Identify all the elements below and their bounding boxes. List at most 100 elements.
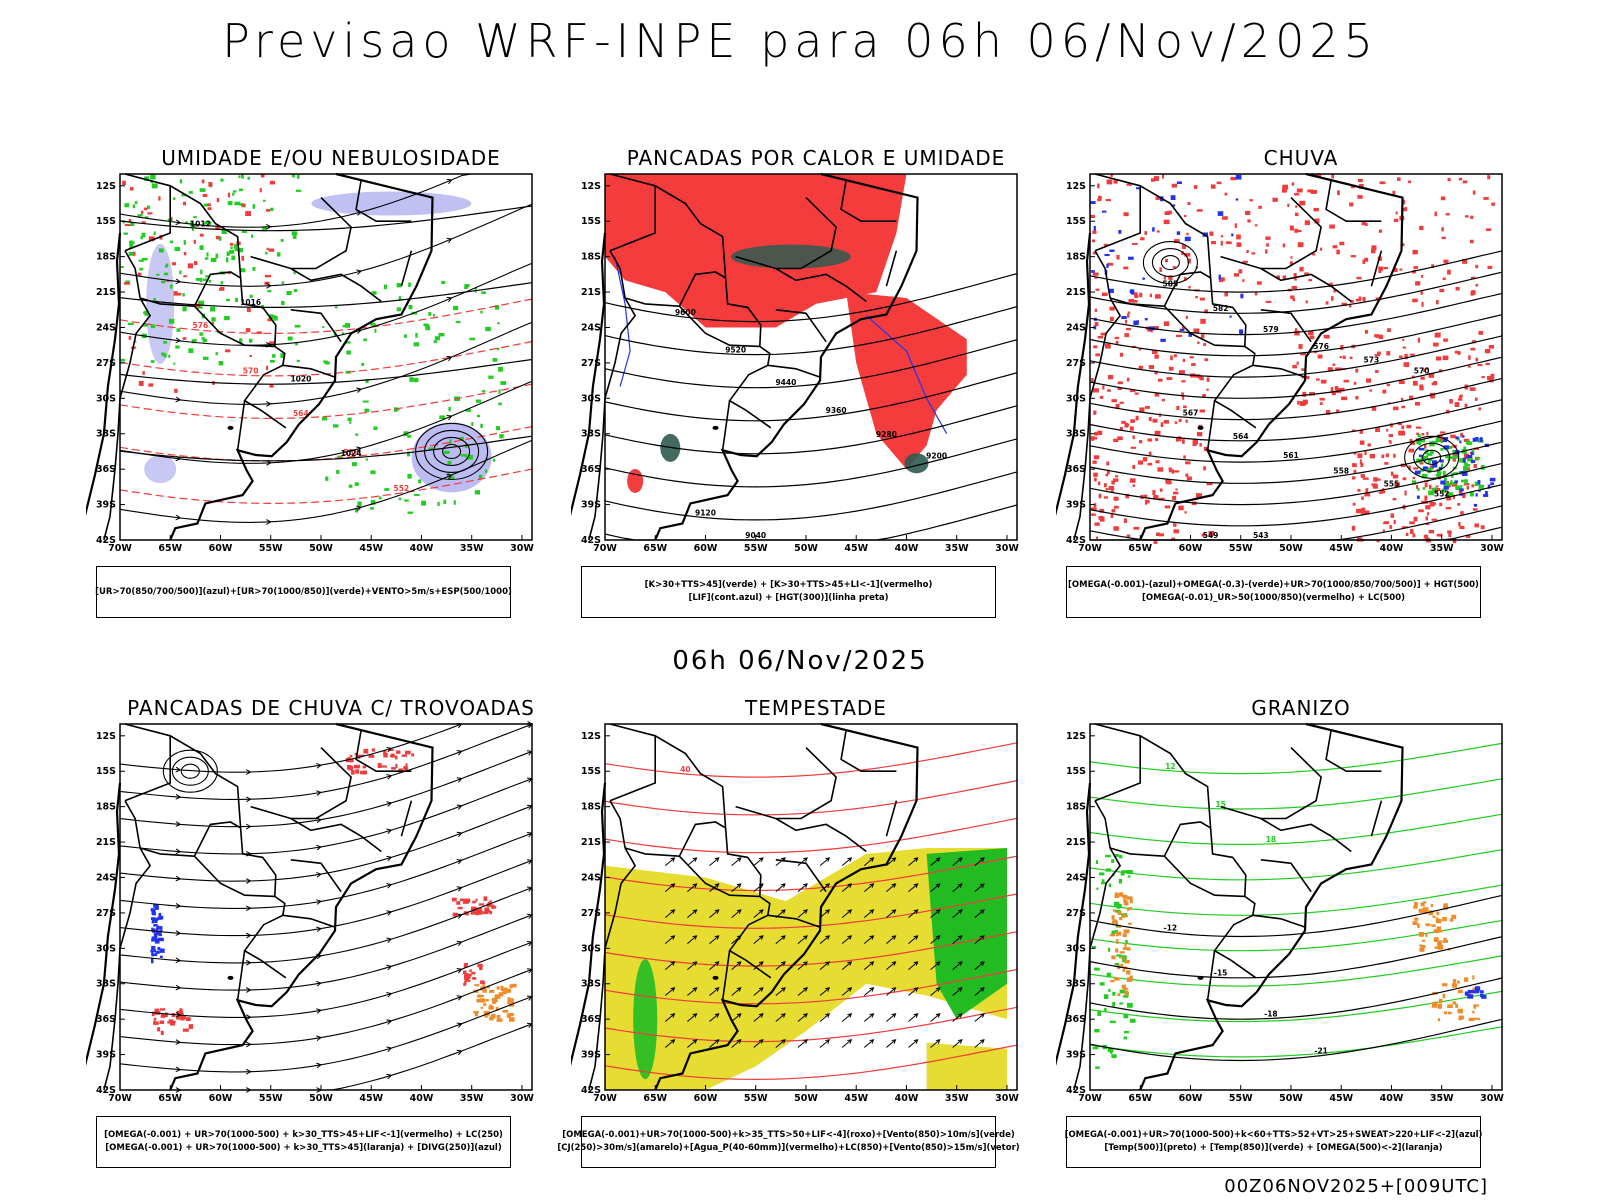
rain-area-red	[1282, 275, 1286, 280]
contour-line	[119, 205, 533, 232]
omega-area-orange	[1128, 922, 1132, 925]
rain-area-red	[1175, 334, 1182, 338]
wind-vector	[819, 857, 830, 867]
rain-area-red	[1116, 254, 1120, 260]
rain-area-red	[1413, 467, 1419, 470]
rain-area-red	[1487, 376, 1491, 381]
rain-area-red	[1359, 183, 1364, 189]
thickness-red	[182, 337, 187, 340]
border-line	[1220, 197, 1322, 270]
thunder-area-red	[469, 969, 472, 973]
rain-area-red	[1138, 460, 1144, 465]
rain-area-blue	[1462, 435, 1465, 438]
rain-area-red	[1206, 377, 1210, 382]
border-line	[103, 250, 152, 541]
wind-vector	[819, 883, 830, 893]
lat-label: 27S	[96, 358, 116, 369]
rain-area-red	[1402, 477, 1407, 481]
humidity-area-green	[357, 501, 362, 506]
humidity-area-green	[292, 235, 297, 239]
humidity-area-green	[169, 284, 173, 289]
humidity-area-green	[150, 324, 156, 329]
arrow-head	[316, 899, 323, 905]
thunder-area-red	[472, 900, 477, 904]
rain-area-red	[1339, 356, 1343, 359]
humidity-area-green	[418, 479, 422, 484]
rain-area-red	[1126, 534, 1131, 538]
border-line	[721, 950, 731, 1001]
arrow-head	[386, 1073, 393, 1080]
divergence-blue	[151, 945, 156, 950]
rain-area-red	[1388, 440, 1392, 443]
wind-vector	[687, 961, 697, 970]
streamline	[119, 203, 533, 287]
rain-area-red	[1186, 476, 1192, 481]
humidity-area-green	[296, 359, 300, 362]
rain-area-red	[1238, 269, 1243, 274]
rain-area-red	[1460, 432, 1464, 438]
rain-area-blue	[1133, 320, 1139, 326]
thunder-area-red	[377, 763, 382, 768]
humidity-area-green	[449, 439, 452, 445]
thunder-area-red	[349, 754, 353, 758]
thunder-area-red	[465, 911, 469, 916]
contour-label: 40	[680, 765, 690, 774]
rain-area-green	[1469, 492, 1474, 497]
thickness-red	[141, 210, 144, 214]
lon-label: 30W	[510, 543, 534, 554]
rain-area-red	[1362, 296, 1366, 302]
arrow-head	[245, 1014, 252, 1021]
wind-vector-head	[957, 1039, 963, 1044]
omega-area-orange	[1126, 947, 1131, 951]
rain-area-red	[1192, 439, 1199, 445]
plot-frame	[1089, 173, 1503, 541]
arrow-head	[316, 1062, 323, 1069]
lat-label: 33S	[96, 979, 116, 990]
rain-area-red	[1485, 228, 1492, 231]
coastline-west	[86, 782, 122, 1067]
rain-area-red	[1236, 242, 1242, 247]
rain-area-red	[1452, 457, 1456, 462]
wind-vector	[974, 961, 985, 970]
rain-area-red	[1468, 355, 1471, 360]
omega-area-orange	[1110, 979, 1115, 983]
thunder-area-red	[362, 770, 367, 775]
panel-title: UMIDADE E/OU NEBULOSIDADE	[161, 146, 501, 170]
omega-area-orange	[1121, 984, 1127, 989]
rain-area-red	[1438, 438, 1443, 442]
lon-label: 55W	[259, 1093, 283, 1104]
humidity-area-green	[158, 248, 164, 253]
border-line	[775, 309, 827, 343]
arrow-head	[245, 1041, 252, 1048]
contour-label: 552	[394, 484, 410, 493]
omega-area-orange	[1114, 977, 1120, 981]
wind-vector-head	[803, 1039, 808, 1044]
lat-label: 33S	[581, 979, 601, 990]
wind-vector	[709, 1039, 720, 1048]
lat-label: 39S	[1066, 1050, 1086, 1061]
thunder-area-red	[484, 907, 490, 913]
wind-vector	[863, 935, 874, 944]
thunder-area-red	[468, 974, 471, 979]
jet-area-yellow	[926, 1042, 1007, 1090]
rain-area-red	[1203, 343, 1207, 346]
thickness-red	[267, 318, 272, 322]
contour-label: 552	[1434, 490, 1450, 499]
lat-label: 15S	[581, 766, 601, 777]
border-line	[885, 800, 898, 837]
rain-area-red	[1157, 467, 1164, 472]
wind-vector	[775, 1013, 786, 1022]
wind-vector	[930, 1039, 941, 1048]
wind-vector	[819, 1039, 830, 1048]
rain-area-red	[1457, 503, 1461, 506]
rain-area-red	[1406, 424, 1412, 429]
rain-area-red	[1398, 380, 1405, 384]
rain-area-red	[1439, 502, 1443, 507]
thunder-area-red	[464, 977, 470, 981]
rain-area-red	[1249, 199, 1254, 202]
omega-area-orange	[1434, 946, 1438, 949]
humidity-area-green	[425, 325, 431, 331]
arrow-head	[456, 859, 463, 865]
rain-area-red	[1458, 395, 1462, 401]
